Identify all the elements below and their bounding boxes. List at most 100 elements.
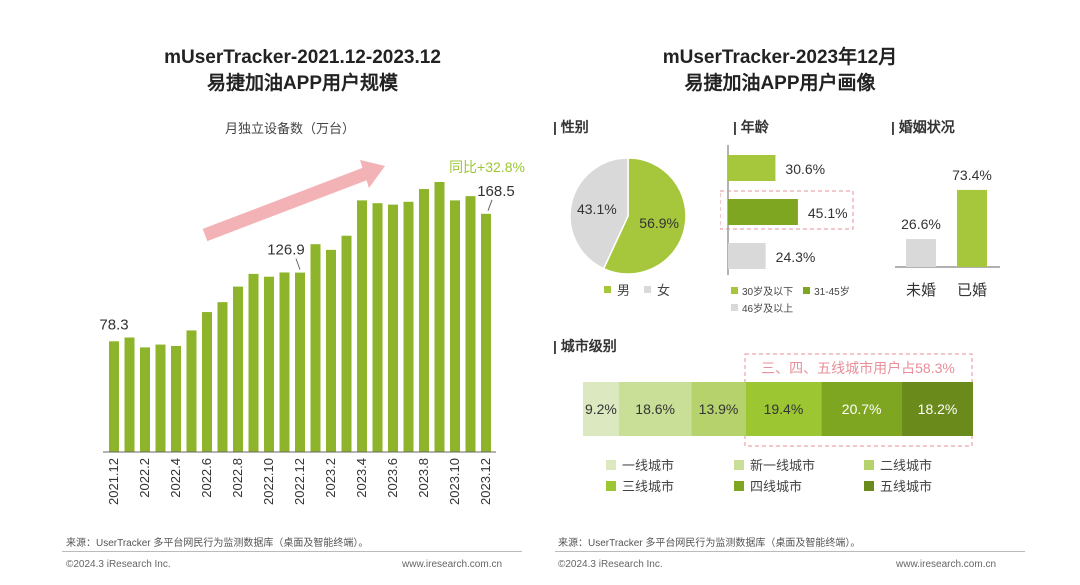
bar-2022.12 — [295, 272, 305, 452]
marital-value-未婚: 26.6% — [901, 216, 941, 232]
age-value-46岁及以上: 24.3% — [776, 249, 816, 265]
user-scale-chart: 同比+32.8% 78.3 126.9 168.5 2021.12 2022.2 202… — [99, 159, 525, 505]
growth-arrow-shaft — [202, 165, 373, 242]
label-leader-2022.12 — [295, 258, 301, 270]
legend-age-31-45-swatch — [803, 287, 811, 294]
city-value-二线城市: 13.9% — [699, 401, 739, 417]
age-bar-chart: 30.6% 45.1% 24.3% — [720, 145, 854, 275]
left-site: www.iresearch.com.cn — [402, 559, 503, 570]
city-legend-新一线城市: 新一线城市 — [734, 455, 815, 474]
growth-arrow-head — [360, 160, 385, 188]
bar-2022.9 — [248, 273, 259, 452]
city-legend-label-三线城市: 三线城市 — [622, 479, 675, 494]
age-value-30岁及以下: 30.6% — [785, 161, 825, 177]
left-title-line2: 易捷加油APP用户规模 — [206, 73, 399, 94]
legend-age-46-over-swatch — [731, 304, 738, 311]
label-leader-2023.12 — [487, 199, 493, 211]
gender-legend: 男 女 — [604, 280, 670, 299]
city-legend-label-二线城市: 二线城市 — [880, 458, 933, 473]
x-tick-2022.12: 2022.12 — [292, 458, 307, 505]
gender-section-label: | 性别 — [553, 119, 589, 135]
x-tick-2022.2: 2022.2 — [137, 458, 152, 498]
legend-female-label: 女 — [657, 283, 671, 298]
data-label-2021.12: 78.3 — [99, 316, 128, 333]
city-segment-一线城市 — [583, 382, 619, 436]
gender-pie-chart: 56.9% 43.1% — [569, 157, 687, 275]
city-stacked-chart: 三、四、五线城市用户占58.3% 9.2% 18.6% 13.9% 19.4% 20.7… — [583, 353, 973, 447]
x-tick-2022.8: 2022.8 — [230, 458, 245, 498]
city-legend-一线城市: 一线城市 — [606, 455, 674, 474]
city-legend-swatch-新一线城市 — [734, 459, 744, 470]
x-tick-2023.10: 2023.10 — [447, 458, 462, 505]
x-tick-2022.6: 2022.6 — [199, 458, 214, 498]
bar-2023.1 — [310, 244, 321, 452]
city-value-三线城市: 19.4% — [764, 401, 804, 417]
city-legend-swatch-三线城市 — [606, 480, 616, 491]
city-legend-三线城市: 三线城市 — [606, 476, 674, 495]
x-tick-2023.8: 2023.8 — [416, 458, 431, 498]
x-tick-2023.2: 2023.2 — [323, 458, 338, 498]
city-segment-新一线城市 — [618, 382, 692, 436]
growth-arrow — [202, 160, 385, 242]
age-bar-31-45岁 — [728, 199, 798, 225]
legend-female: 女 — [644, 280, 670, 299]
marital-bar-未婚 — [906, 239, 936, 267]
bar-2022.7 — [217, 302, 228, 452]
legend-male-label: 男 — [617, 283, 631, 298]
city-section-label: | 城市级别 — [553, 338, 617, 354]
bar-2021.12 — [109, 341, 119, 452]
legend-age-31-45: 31-45岁 — [803, 283, 850, 298]
bar-2023.3 — [341, 235, 352, 452]
bar-2023.12 — [481, 213, 491, 452]
city-segment-五线城市 — [902, 382, 973, 436]
left-title-line1: mUserTracker-2021.12-2023.12 — [164, 47, 441, 68]
right-source: 来源：UserTracker 多平台网民行为监测数据库（桌面及智能终端）。 — [558, 538, 861, 549]
bar-2022.1 — [124, 337, 135, 452]
pie-label-男: 56.9% — [639, 215, 679, 231]
growth-note: 同比+32.8% — [449, 159, 525, 175]
bar-2023.7 — [403, 201, 414, 452]
city-legend-label-新一线城市: 新一线城市 — [750, 458, 816, 473]
bar-2022.3 — [155, 344, 166, 452]
right-title-line2: 易捷加油APP用户画像 — [684, 73, 876, 94]
city-segment-二线城市 — [691, 382, 746, 436]
left-source: 来源：UserTracker 多平台网民行为监测数据库（桌面及智能终端）。 — [66, 538, 369, 549]
age-legend: 30岁及以下 31-45岁 46岁及以上 — [731, 283, 866, 315]
city-legend-二线城市: 二线城市 — [864, 455, 932, 474]
data-label-2022.12: 126.9 — [267, 242, 305, 259]
city-value-五线城市: 18.2% — [918, 401, 958, 417]
city-legend-label-四线城市: 四线城市 — [750, 479, 803, 494]
bar-2023.6 — [388, 204, 398, 452]
legend-age-46-over-label: 46岁及以上 — [742, 304, 794, 315]
marital-bar-chart: 26.6% 未婚 73.4% 已婚 — [895, 167, 1000, 299]
city-legend-swatch-五线城市 — [864, 480, 874, 491]
pie-slice-男 — [602, 157, 687, 275]
city-note: 三、四、五线城市用户占58.3% — [761, 360, 955, 376]
city-value-四线城市: 20.7% — [842, 401, 882, 417]
bar-2023.5 — [372, 203, 383, 452]
marital-category-已婚: 已婚 — [957, 282, 987, 299]
city-legend-label-五线城市: 五线城市 — [880, 479, 933, 494]
bar-2022.6 — [202, 312, 212, 452]
bar-2023.11 — [465, 196, 476, 452]
bar-2023.10 — [450, 200, 460, 452]
x-tick-2023.4: 2023.4 — [354, 458, 369, 498]
x-tick-2022.4: 2022.4 — [168, 458, 183, 498]
data-label-2023.12: 168.5 — [477, 183, 515, 200]
age-value-31-45岁: 45.1% — [808, 205, 848, 221]
city-segment-四线城市 — [821, 382, 903, 436]
age-highlight-box — [720, 190, 854, 230]
bar-2023.8 — [419, 189, 429, 453]
marital-value-已婚: 73.4% — [952, 167, 992, 183]
city-value-一线城市: 9.2% — [585, 401, 617, 417]
left-copyright: ©2024.3 iResearch Inc. — [66, 559, 171, 570]
right-title-line1: mUserTracker-2023年12月 — [662, 47, 898, 68]
legend-male-swatch — [604, 286, 611, 293]
age-bar-46岁及以上 — [728, 243, 766, 269]
marital-category-未婚: 未婚 — [906, 282, 936, 299]
bar-2022.5 — [186, 330, 197, 452]
x-tick-2023.6: 2023.6 — [385, 458, 400, 498]
bar-2023.4 — [357, 200, 367, 452]
city-legend-swatch-二线城市 — [864, 459, 874, 470]
city-legend-swatch-一线城市 — [606, 459, 616, 470]
